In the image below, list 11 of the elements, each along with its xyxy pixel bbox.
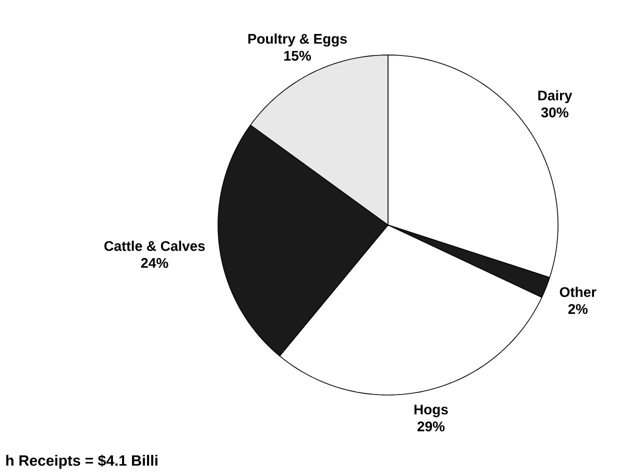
slice-label: Cattle & Calves: [104, 240, 205, 251]
data-label: 24%: [141, 258, 168, 268]
text: h Receipts = $4.1 Billi: [6, 454, 158, 469]
data-label: 30%: [541, 107, 568, 118]
slice-label: Poultry & Eggs: [248, 34, 347, 47]
slice-label: Dairy: [538, 90, 572, 104]
slice-label: Hogs: [414, 404, 448, 418]
data-label: 15%: [284, 50, 311, 61]
data-label: 29%: [418, 421, 445, 432]
data-label: 2%: [568, 304, 588, 314]
slice-label: Other: [560, 286, 596, 298]
